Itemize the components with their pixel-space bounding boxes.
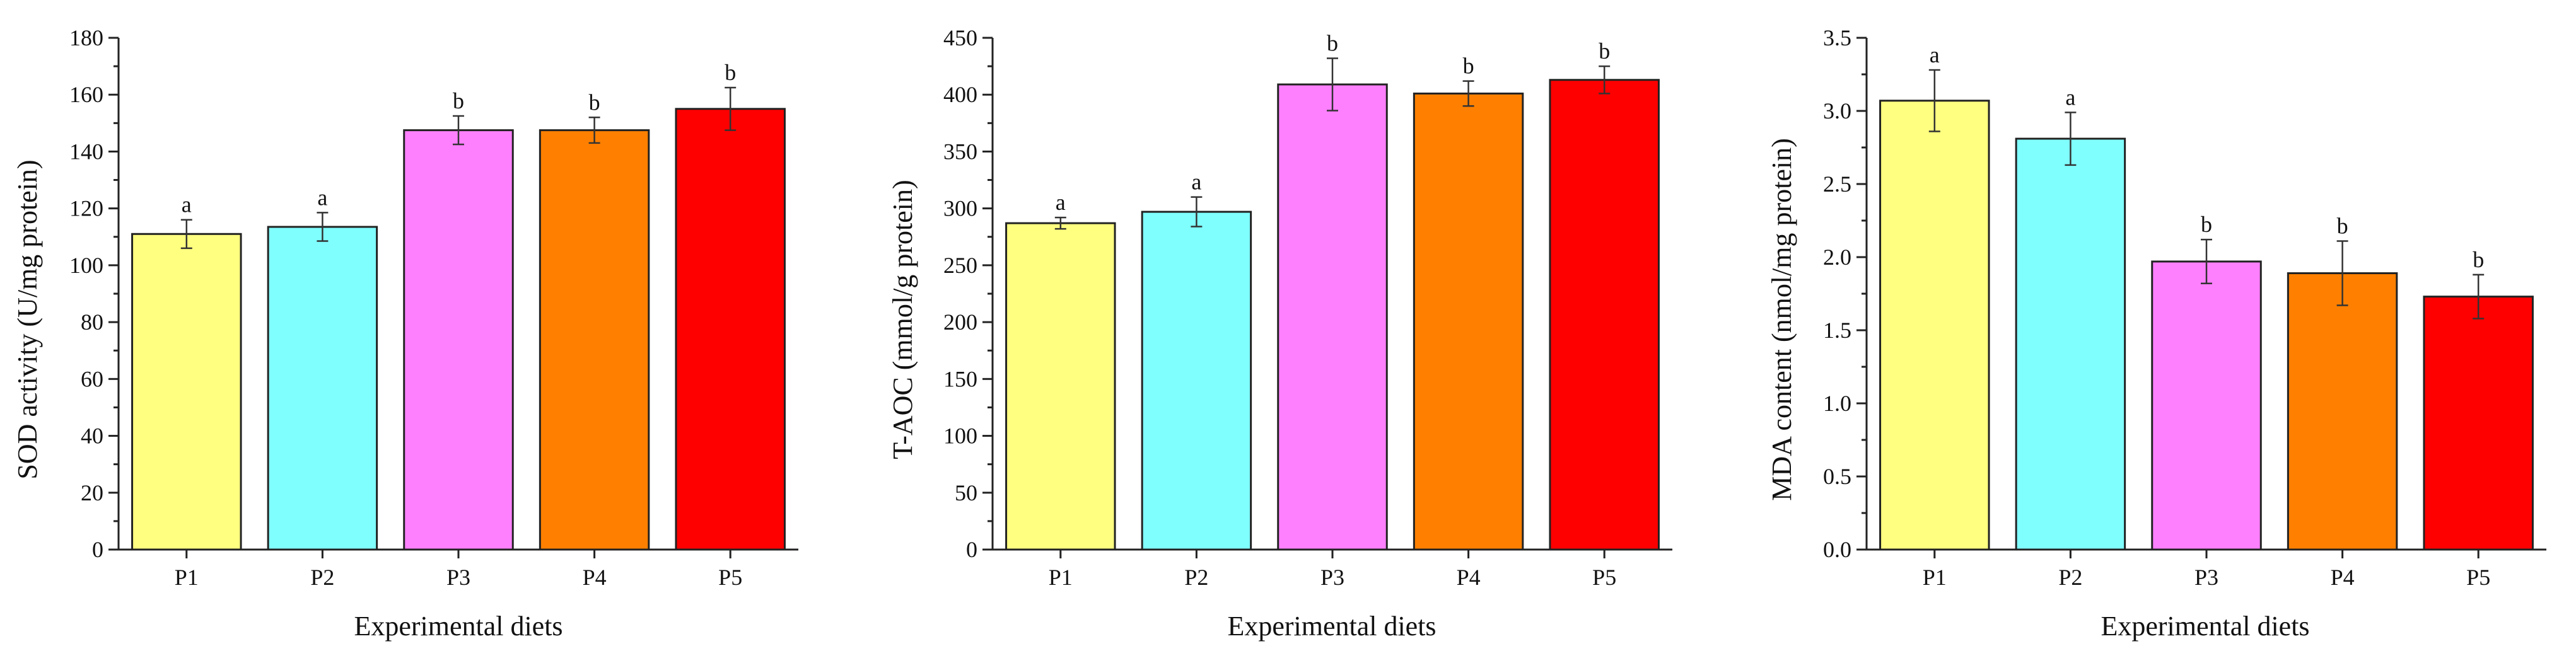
mda-x-axis-title: Experimental diets (2101, 611, 2309, 642)
t-aoc-y-tick-label-3: 150 (943, 366, 977, 391)
sod-y-tick-label-1: 20 (81, 480, 103, 505)
mda-x-tick-label-5: P5 (2466, 565, 2490, 590)
sod-significance-label-1: a (182, 192, 192, 217)
mda-bar-p3 (2151, 260, 2262, 551)
t-aoc-significance-label-2: a (1191, 170, 1201, 195)
t-aoc-x-tick-label-2: P2 (1184, 565, 1208, 590)
t-aoc-significance-label-3: b (1327, 30, 1338, 55)
t-aoc-x-axis-title: Experimental diets (1227, 611, 1436, 642)
t-aoc-y-tick-label-7: 350 (943, 139, 977, 164)
t-aoc-y-tick-label-6: 300 (943, 196, 977, 221)
sod-bar-p1 (131, 233, 242, 551)
sod-significance-label-5: b (725, 60, 736, 85)
sod-y-tick-label-7: 140 (69, 139, 103, 164)
sod-y-tick-label-0: 0 (92, 537, 103, 562)
sod-y-axis-title: SOD activity (U/mg protein) (12, 159, 43, 479)
sod-activity-chart: SOD activity (U/mg protein) Experimental… (12, 25, 798, 642)
t-aoc-significance-label-5: b (1599, 38, 1610, 64)
t-aoc-y-tick-label-0: 0 (966, 537, 977, 562)
mda-significance-label-1: a (1930, 42, 1940, 67)
sod-y-tick-label-5: 100 (69, 253, 103, 278)
t-aoc-bar-p1 (1005, 222, 1116, 551)
sod-bar-p2 (267, 226, 378, 551)
t-aoc-x-tick-label-5: P5 (1592, 565, 1616, 590)
sod-bar-p4 (539, 129, 650, 551)
sod-y-tick-label-9: 180 (69, 25, 103, 50)
sod-x-tick-label-4: P4 (583, 565, 607, 590)
sod-significance-label-4: b (589, 89, 600, 115)
mda-bar-p5 (2423, 296, 2534, 551)
t-aoc-bar-p4 (1413, 92, 1524, 551)
t-aoc-y-tick-label-5: 250 (943, 253, 977, 278)
t-aoc-y-tick-label-1: 50 (955, 480, 977, 505)
sod-x-tick-label-3: P3 (446, 565, 470, 590)
mda-y-tick-label-2: 1.0 (1823, 391, 1851, 416)
sod-y-tick-label-4: 80 (81, 309, 103, 335)
mda-y-tick-label-1: 0.5 (1823, 464, 1851, 489)
mda-bar-p2 (2015, 137, 2126, 551)
mda-y-tick-label-4: 2.0 (1823, 245, 1851, 270)
mda-significance-label-2: a (2065, 84, 2075, 110)
mda-bar-p1 (1879, 100, 1990, 551)
sod-y-tick-label-2: 40 (81, 424, 103, 449)
t-aoc-y-tick-label-2: 100 (943, 424, 977, 449)
mda-x-tick-label-4: P4 (2331, 565, 2355, 590)
mda-content-chart: MDA content (nmol/mg protein) Experiment… (1766, 25, 2546, 642)
sod-x-tick-label-1: P1 (175, 565, 199, 590)
sod-x-tick-label-5: P5 (718, 565, 742, 590)
mda-y-tick-label-6: 3.0 (1823, 98, 1851, 124)
mda-bar-p4 (2287, 272, 2398, 551)
mda-y-tick-label-5: 2.5 (1823, 171, 1851, 197)
t-aoc-x-tick-label-4: P4 (1457, 565, 1481, 590)
t-aoc-y-axis-title: T-AOC (mmol/g protein) (887, 180, 918, 459)
sod-y-tick-label-6: 120 (69, 196, 103, 221)
mda-x-tick-label-3: P3 (2194, 565, 2218, 590)
mda-y-tick-label-3: 1.5 (1823, 318, 1851, 343)
sod-significance-label-3: b (453, 88, 464, 113)
t-aoc-x-tick-label-1: P1 (1049, 565, 1073, 590)
mda-x-tick-label-1: P1 (1923, 565, 1947, 590)
sod-y-tick-label-3: 60 (81, 366, 103, 391)
t-aoc-y-tick-label-4: 200 (943, 309, 977, 335)
t-aoc-significance-label-1: a (1056, 190, 1066, 215)
t-aoc-y-tick-label-8: 400 (943, 82, 977, 107)
mda-y-tick-label-0: 0.0 (1823, 537, 1851, 562)
t-aoc-significance-label-4: b (1463, 54, 1474, 79)
mda-significance-label-5: b (2473, 247, 2484, 272)
mda-y-tick-label-7: 3.5 (1823, 25, 1851, 50)
sod-y-tick-label-8: 160 (69, 82, 103, 107)
sod-significance-label-2: a (317, 185, 327, 210)
mda-x-tick-label-2: P2 (2058, 565, 2082, 590)
t-aoc-chart: T-AOC (mmol/g protein) Experimental diet… (887, 25, 1672, 642)
t-aoc-bar-p3 (1277, 83, 1388, 551)
sod-x-axis-title: Experimental diets (354, 611, 562, 642)
t-aoc-x-tick-label-3: P3 (1320, 565, 1344, 590)
t-aoc-bar-p2 (1141, 210, 1252, 551)
sod-x-tick-label-2: P2 (310, 565, 334, 590)
sod-bar-p5 (675, 108, 786, 551)
mda-significance-label-4: b (2337, 213, 2348, 238)
mda-y-axis-title: MDA content (nmol/mg protein) (1766, 138, 1797, 501)
t-aoc-bar-p5 (1549, 79, 1660, 551)
mda-significance-label-3: b (2201, 212, 2212, 237)
t-aoc-y-tick-label-9: 450 (943, 25, 977, 50)
sod-bar-p3 (403, 129, 514, 551)
